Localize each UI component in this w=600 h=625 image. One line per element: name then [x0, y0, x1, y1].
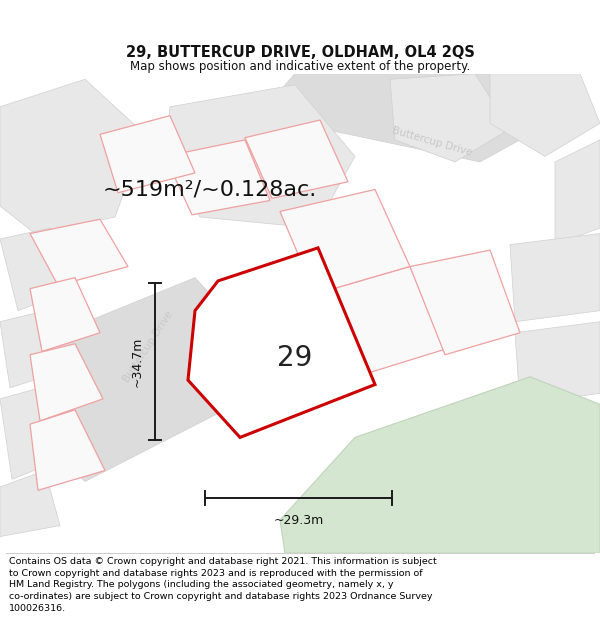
Text: Map shows position and indicative extent of the property.: Map shows position and indicative extent…: [130, 61, 470, 73]
Text: Contains OS data © Crown copyright and database right 2021. This information is : Contains OS data © Crown copyright and d…: [9, 557, 437, 613]
Polygon shape: [390, 74, 510, 162]
Polygon shape: [30, 344, 103, 421]
Polygon shape: [555, 140, 600, 244]
Polygon shape: [280, 377, 600, 553]
Polygon shape: [490, 74, 600, 156]
Polygon shape: [0, 386, 75, 479]
Polygon shape: [280, 189, 410, 294]
Polygon shape: [165, 140, 270, 215]
Polygon shape: [35, 278, 245, 481]
Text: Buttercup Drive: Buttercup Drive: [391, 126, 473, 158]
Polygon shape: [188, 248, 375, 438]
Polygon shape: [0, 79, 145, 234]
Polygon shape: [245, 289, 340, 377]
Polygon shape: [410, 250, 520, 355]
Text: ~29.3m: ~29.3m: [274, 514, 323, 527]
Polygon shape: [0, 471, 60, 537]
Polygon shape: [315, 267, 445, 380]
Text: 29, BUTTERCUP DRIVE, OLDHAM, OL4 2QS: 29, BUTTERCUP DRIVE, OLDHAM, OL4 2QS: [125, 45, 475, 60]
Polygon shape: [30, 219, 128, 286]
Polygon shape: [0, 311, 68, 388]
Text: Buttercup Drive: Buttercup Drive: [121, 309, 175, 384]
Polygon shape: [30, 410, 105, 490]
Polygon shape: [510, 234, 600, 322]
Polygon shape: [515, 322, 600, 404]
Polygon shape: [30, 278, 100, 351]
Text: ~519m²/~0.128ac.: ~519m²/~0.128ac.: [103, 179, 317, 199]
Text: ~34.7m: ~34.7m: [131, 336, 143, 386]
Text: 29: 29: [277, 344, 313, 372]
Polygon shape: [165, 85, 355, 228]
Polygon shape: [0, 228, 75, 311]
Polygon shape: [100, 116, 195, 192]
Polygon shape: [270, 74, 530, 162]
Polygon shape: [245, 120, 348, 198]
